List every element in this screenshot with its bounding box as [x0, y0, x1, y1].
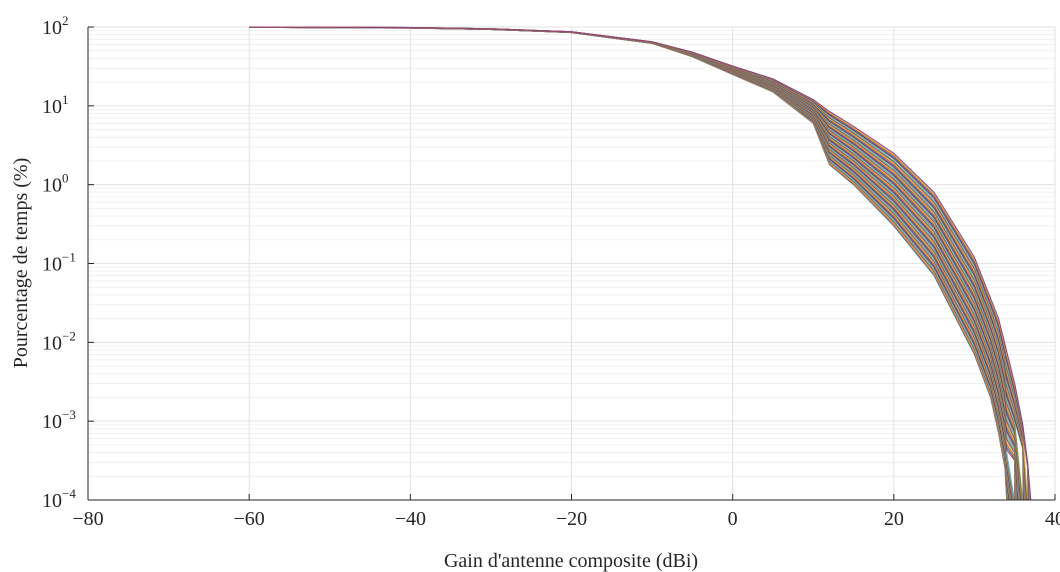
- y-tick-label: 10: [42, 254, 62, 276]
- x-tick-label: −60: [234, 508, 265, 530]
- x-tick-label: 20: [884, 508, 904, 530]
- y-axis-label: Pourcentage de temps (%): [10, 158, 32, 368]
- x-tick-label: −20: [556, 508, 587, 530]
- y-tick-label: 10: [42, 17, 62, 39]
- y-tick-exponent: −4: [62, 486, 76, 501]
- y-tick-label: 10: [42, 411, 62, 433]
- series-group: [249, 26, 1032, 501]
- x-tick-label: 0: [728, 508, 738, 530]
- y-tick-exponent: −1: [62, 250, 76, 265]
- y-tick-label: 10: [42, 175, 62, 197]
- y-tick-exponent: 1: [62, 92, 69, 107]
- series-line: [249, 26, 1032, 501]
- y-tick-exponent: −3: [62, 407, 76, 422]
- x-tick-label: −40: [395, 508, 426, 530]
- x-tick-label: 40: [1045, 508, 1060, 530]
- y-tick-label: 10: [42, 490, 62, 512]
- y-tick-label: 10: [42, 332, 62, 354]
- x-axis-label: Gain d'antenne composite (dBi): [444, 550, 698, 572]
- y-tick-exponent: 2: [62, 13, 69, 28]
- grid: [87, 26, 1056, 501]
- y-tick-label: 10: [42, 96, 62, 118]
- x-tick-label: −80: [72, 508, 103, 530]
- y-tick-exponent: −2: [62, 328, 76, 343]
- y-tick-exponent: 0: [62, 171, 69, 186]
